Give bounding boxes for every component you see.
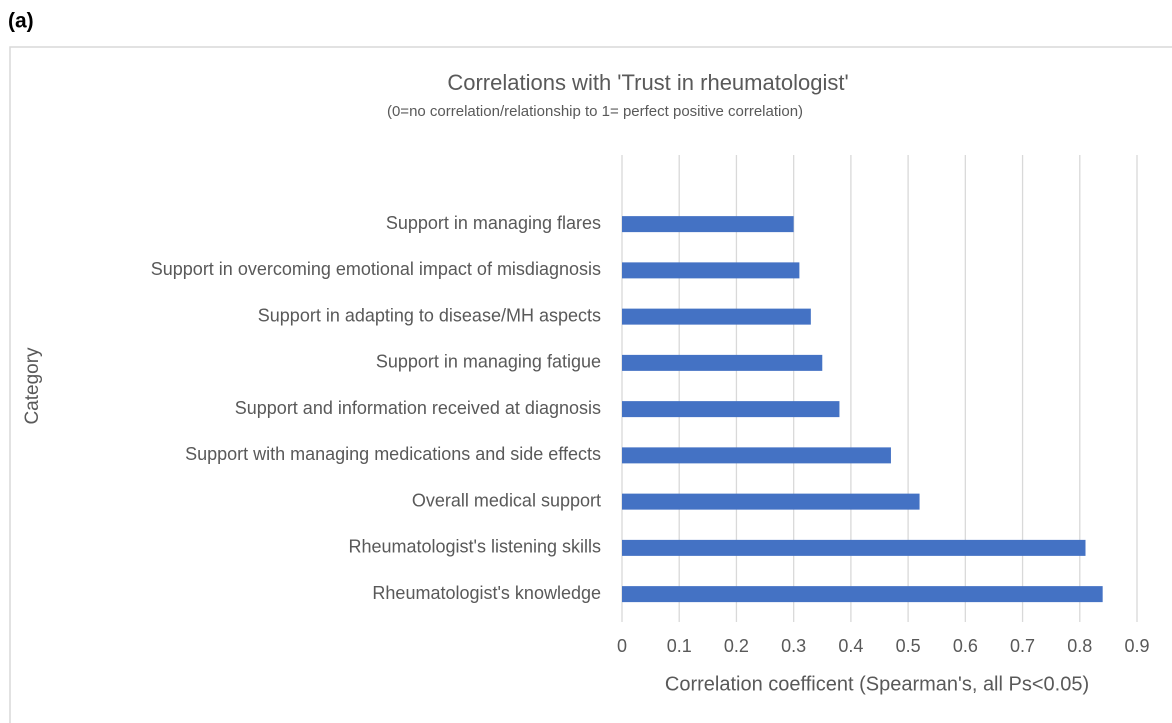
x-tick-label: 0.7 [1010, 636, 1035, 656]
chart-subtitle: (0=no correlation/relationship to 1= per… [387, 103, 803, 120]
y-tick-label: Support in adapting to disease/MH aspect… [258, 305, 601, 325]
x-tick-label: 0.5 [896, 636, 921, 656]
y-tick-label: Support in managing flares [386, 213, 601, 233]
x-tick-label: 0.4 [838, 636, 863, 656]
bar [622, 216, 794, 233]
x-tick-label: 0.9 [1124, 636, 1149, 656]
y-tick-label: Rheumatologist's listening skills [348, 537, 601, 557]
bar [622, 308, 811, 325]
x-tick-label: 0.8 [1067, 636, 1092, 656]
bar [622, 493, 920, 510]
bar [622, 586, 1103, 603]
x-axis-label: Correlation coefficent (Spearman's, all … [665, 673, 1089, 695]
x-tick-label: 0.1 [667, 636, 692, 656]
x-tick-label: 0.2 [724, 636, 749, 656]
x-tick-label: 0 [617, 636, 627, 656]
x-tick-label: 0.3 [781, 636, 806, 656]
y-tick-label: Support with managing medications and si… [185, 444, 601, 464]
bar [622, 401, 840, 418]
y-axis-label: Category [22, 347, 43, 425]
y-tick-label: Support in overcoming emotional impact o… [151, 259, 601, 279]
bar [622, 354, 823, 371]
bar [622, 262, 800, 279]
y-tick-label: Overall medical support [412, 490, 601, 510]
y-tick-label: Support in managing fatigue [376, 352, 601, 372]
bar [622, 539, 1086, 556]
chart-title: Correlations with 'Trust in rheumatologi… [447, 70, 848, 95]
y-tick-label: Rheumatologist's knowledge [372, 583, 601, 603]
bar [622, 447, 891, 464]
chart-frame [9, 46, 1172, 723]
x-tick-label: 0.6 [953, 636, 978, 656]
panel-label: (a) [8, 10, 34, 33]
y-tick-label: Support and information received at diag… [235, 398, 601, 418]
